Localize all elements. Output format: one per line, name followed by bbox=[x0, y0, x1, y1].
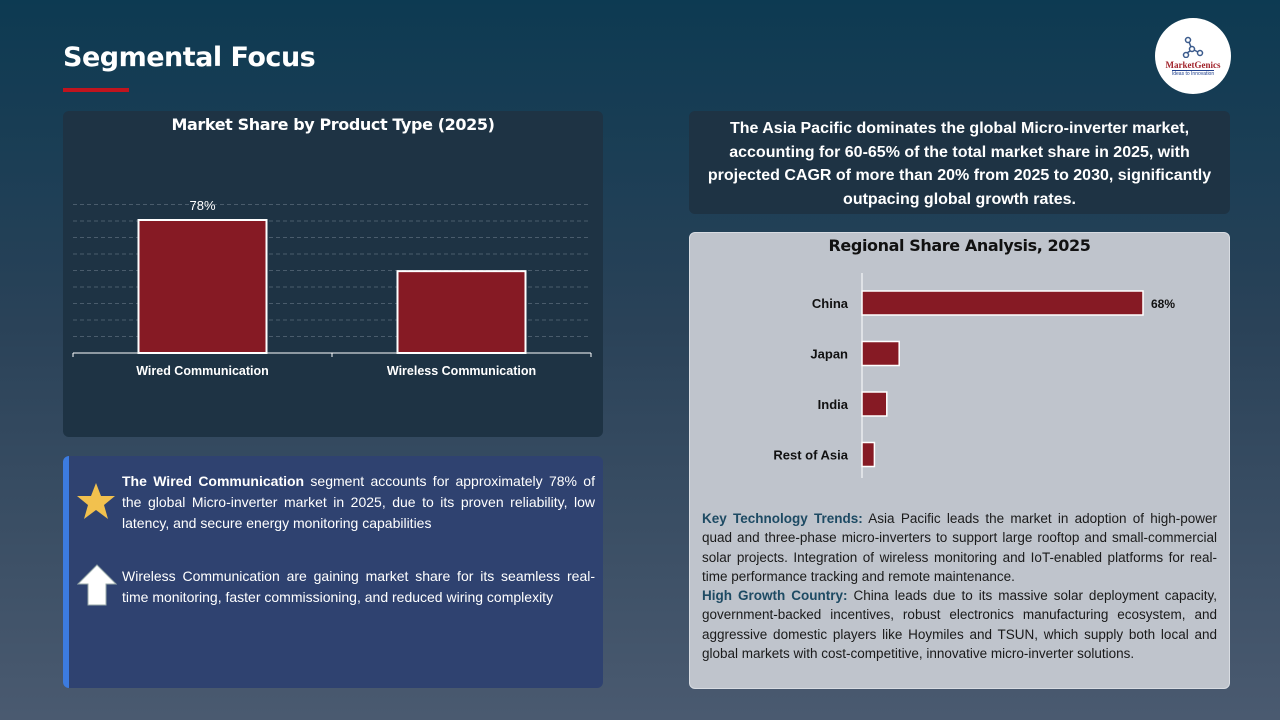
chart-title: Regional Share Analysis, 2025 bbox=[828, 236, 1091, 255]
category-label: Wired Communication bbox=[136, 364, 269, 378]
category-label: China bbox=[812, 296, 849, 311]
data-label: 78% bbox=[189, 198, 215, 213]
product-type-chart: 78% Wired Communication Wireless Communica… bbox=[72, 198, 592, 378]
logo: MarketGenics Ideas to Innovation bbox=[1155, 18, 1231, 94]
trends-label: Key Technology Trends: bbox=[702, 511, 863, 526]
bar-rest-of-asia bbox=[861, 441, 876, 468]
category-label: Rest of Asia bbox=[773, 448, 848, 463]
asia-summary: The Asia Pacific dominates the global Mi… bbox=[689, 111, 1230, 214]
data-label: 68% bbox=[1151, 297, 1175, 311]
category-label: Japan bbox=[810, 347, 848, 362]
bar-india bbox=[861, 391, 888, 417]
regional-share-chart: China 68% Japan India Rest of Asia bbox=[773, 273, 1175, 478]
logo-tagline: Ideas to Innovation bbox=[1171, 69, 1215, 77]
page-title: Segmental Focus bbox=[63, 42, 316, 73]
trends-text: Asia Pacific leads the market in adoptio… bbox=[702, 511, 1218, 584]
insight-wired: The Wired Communication segment accounts… bbox=[122, 471, 595, 534]
product-type-chart-panel: Market Share by Product Type (2025) 78% W… bbox=[63, 111, 603, 437]
insights-panel: The Wired Communication segment accounts… bbox=[63, 456, 603, 688]
insight-bold: The Wired Communication bbox=[122, 473, 305, 489]
bar-china bbox=[861, 290, 1144, 316]
title-underline bbox=[63, 88, 129, 92]
regional-share-panel: Regional Share Analysis, 2025 China 68% Ja… bbox=[689, 232, 1230, 689]
arrow-up-icon bbox=[77, 564, 117, 606]
logo-text: MarketGenics bbox=[1165, 59, 1221, 70]
insight-wireless: Wireless Communication are gaining marke… bbox=[122, 568, 595, 605]
category-label: Wireless Communication bbox=[387, 364, 536, 378]
bar-wired-communication bbox=[137, 219, 268, 354]
network-icon bbox=[1182, 36, 1204, 58]
growth-label: High Growth Country: bbox=[702, 588, 848, 604]
bar-japan bbox=[861, 340, 900, 367]
chart-title: Market Share by Product Type (2025) bbox=[171, 115, 495, 134]
growth-text: China leads due to its massive solar dep… bbox=[702, 588, 1217, 662]
bar-wireless-communication bbox=[396, 270, 527, 354]
star-icon bbox=[77, 483, 115, 519]
region-notes: Key Technology Trends: Asia Pacific lead… bbox=[702, 509, 1217, 663]
insight-text: segment accounts for approximately 78% o… bbox=[122, 473, 595, 531]
category-label: India bbox=[818, 397, 849, 412]
